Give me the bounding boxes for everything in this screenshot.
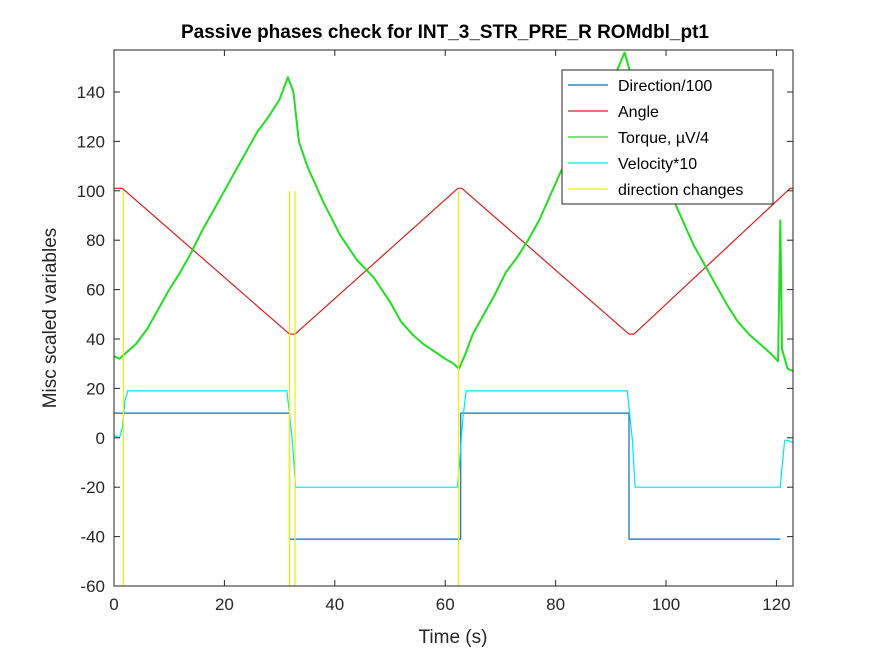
x-tick-label: 0 <box>109 595 118 614</box>
axes-box <box>113 49 794 587</box>
x-tick-label: 100 <box>652 595 680 614</box>
legend: Direction/100 Angle Torque, µV/4 Velocity*1… <box>561 69 774 205</box>
y-axis-label: Misc scaled variables <box>40 228 61 409</box>
series-velocity-10-line <box>114 390 793 488</box>
x-tick-label: 60 <box>436 595 455 614</box>
legend-label-direction-100: Direction/100 <box>618 78 712 95</box>
ticks-layer: 0 20 40 60 80 100 120 -60 -40 -20 0 20 40 60 80 100 120 1… <box>77 50 793 614</box>
legend-label-velocity-10: Velocity*10 <box>618 156 697 173</box>
x-tick-label: 80 <box>546 595 565 614</box>
legend-label-torque-v-4: Torque, µV/4 <box>618 130 709 147</box>
x-tick-label: 120 <box>762 595 790 614</box>
series-layer <box>114 51 793 586</box>
x-tick-label: 20 <box>215 595 234 614</box>
y-tick-label: 20 <box>86 379 105 398</box>
y-tick-label: 140 <box>77 83 105 102</box>
series-angle-line <box>114 187 793 335</box>
series-torque-v-4-line <box>114 51 793 373</box>
y-tick-label: 100 <box>77 182 105 201</box>
x-tick-label: 40 <box>325 595 344 614</box>
chart-title: Passive phases check for INT_3_STR_PRE_R… <box>181 22 709 43</box>
x-axis-label: Time (s) <box>419 627 488 648</box>
y-tick-label: -60 <box>80 577 105 596</box>
legend-label-direction-changes: direction changes <box>618 182 743 199</box>
legend-label-angle: Angle <box>618 104 659 121</box>
y-tick-label: 40 <box>86 330 105 349</box>
y-tick-label: 60 <box>86 281 105 300</box>
y-tick-label: -40 <box>80 528 105 547</box>
y-tick-label: 0 <box>96 429 105 448</box>
y-tick-label: 80 <box>86 231 105 250</box>
y-tick-label: 120 <box>77 132 105 151</box>
y-tick-label: -20 <box>80 478 105 497</box>
